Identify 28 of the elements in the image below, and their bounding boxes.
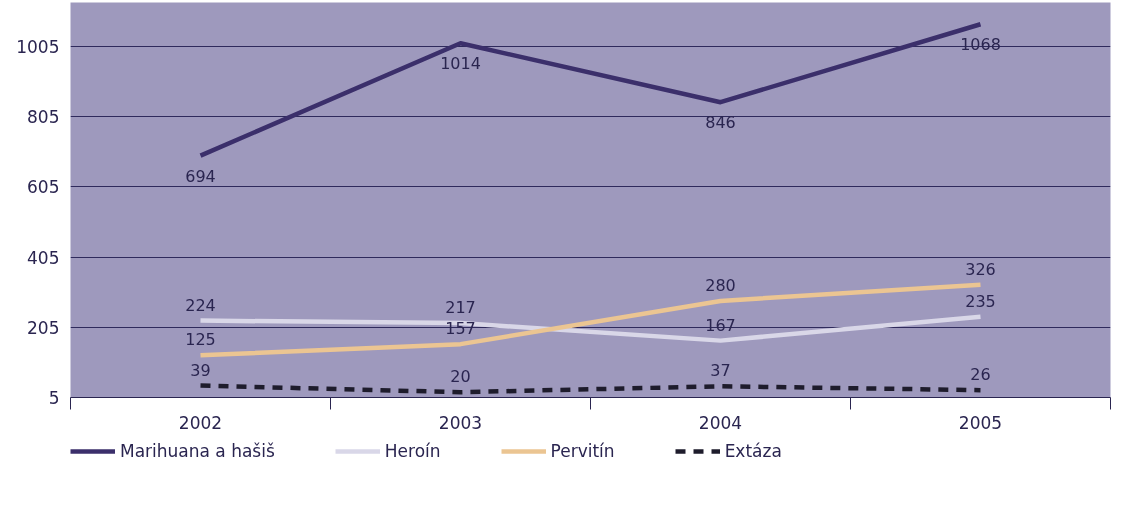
y-tick-label: 5 [48, 388, 60, 408]
data-label: 37 [710, 361, 731, 381]
data-label: 224 [185, 295, 216, 315]
data-label: 217 [445, 298, 476, 318]
y-tick-label: 805 [27, 107, 60, 128]
x-tick-label: 2005 [958, 412, 1003, 433]
data-label: 235 [965, 291, 996, 311]
data-label: 846 [705, 113, 736, 133]
legend-label: Pervitín [550, 441, 615, 461]
y-tick-label: 405 [27, 247, 60, 268]
y-tick-label: 205 [27, 317, 60, 338]
data-label: 125 [185, 330, 216, 350]
y-tick-label: 605 [27, 177, 60, 198]
data-label: 39 [190, 360, 211, 380]
legend-label: Marihuana a hašiš [120, 441, 275, 461]
data-label: 326 [965, 259, 996, 279]
data-label: 694 [185, 166, 216, 186]
legend-label: Extáza [724, 441, 782, 461]
x-tick-label: 2002 [178, 412, 223, 433]
line-series [198, 383, 983, 395]
data-label: 26 [970, 365, 991, 385]
x-tick-label: 2004 [698, 412, 743, 433]
legend-label: Heroín [384, 441, 441, 461]
data-label: 280 [705, 275, 736, 295]
data-label: 20 [450, 367, 471, 387]
data-label: 1014 [440, 54, 481, 74]
y-tick-label: 1005 [16, 36, 60, 57]
x-tick-label: 2003 [438, 412, 483, 433]
